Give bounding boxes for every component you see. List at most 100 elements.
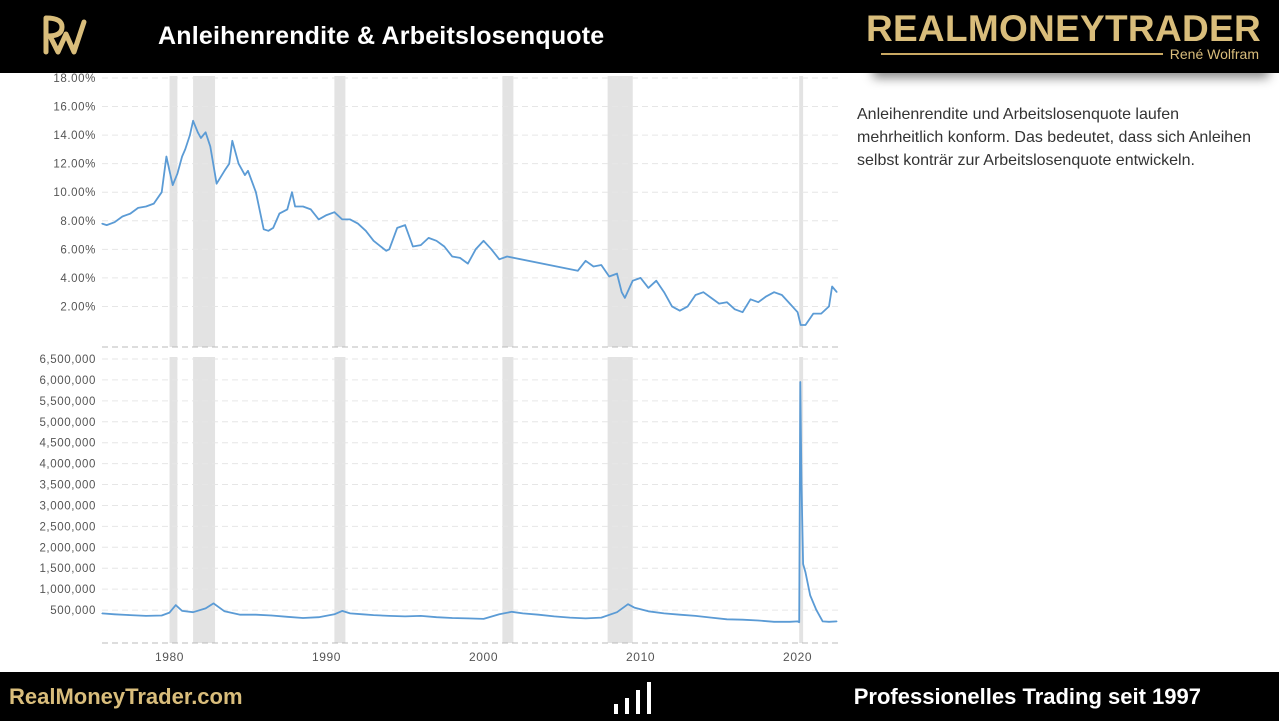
unemployment-x-tick-label: 1980: [155, 650, 184, 664]
yield-data-point: [781, 294, 783, 296]
unemployment-x-tick-label: 2020: [783, 650, 812, 664]
yield-data-point: [216, 183, 218, 185]
footer-website[interactable]: RealMoneyTrader.com: [9, 684, 243, 709]
unemployment-data-point: [192, 611, 194, 613]
yield-data-point: [205, 131, 207, 133]
yield-data-point: [161, 191, 163, 193]
yield-data-point: [475, 248, 477, 250]
yield-data-point: [176, 173, 178, 175]
yield-data-point: [749, 298, 752, 300]
yield-data-point: [600, 264, 602, 266]
yield-data-point: [404, 224, 406, 226]
yield-data-point: [663, 291, 665, 293]
yield-y-tick-label: 14.00%: [53, 130, 96, 142]
brand-logo: REALMONEYTRADER René Wolfram: [866, 6, 1269, 70]
unemployment-y-tick-label: 2,000,000: [39, 542, 96, 554]
unemployment-data-point: [836, 620, 838, 622]
unemployment-data-point: [302, 617, 304, 619]
yield-data-point: [294, 205, 296, 208]
yield-data-point: [624, 297, 626, 299]
footer-bar: RealMoneyTrader.com Professionelles Trad…: [0, 672, 1279, 721]
footer-slogan: Professionelles Trading seit 1997: [853, 684, 1201, 709]
yield-data-point: [632, 280, 634, 282]
yield-data-point: [247, 170, 249, 172]
unemployment-y-tick-label: 1,500,000: [39, 563, 96, 575]
yield-data-point: [820, 312, 822, 315]
unemployment-y-tick-label: 1,000,000: [39, 584, 96, 596]
yield-data-point: [428, 237, 430, 239]
unemployment-recession-band-4: [607, 357, 633, 643]
unemployment-recession-band-0: [169, 357, 178, 643]
unemployment-chart-panel: 500,000 1,000,000 1,500,000 2,000,000 2,500,…: [39, 354, 840, 664]
yield-y-tick-label: 10.00%: [53, 187, 96, 199]
unemployment-data-point: [145, 615, 147, 617]
yield-data-point: [129, 213, 131, 215]
yield-data-point: [435, 240, 438, 242]
unemployment-recession-band-3: [502, 357, 514, 643]
yield-data-point: [272, 227, 274, 229]
unemployment-y-tick-label: 4,000,000: [39, 459, 96, 471]
unemployment-data-point: [726, 618, 728, 620]
unemployment-data-point: [341, 610, 343, 612]
yield-data-point: [357, 223, 359, 225]
yield-data-point: [804, 324, 807, 326]
yield-data-point: [498, 258, 500, 260]
yield-data-point: [197, 131, 199, 133]
unemployment-data-point: [205, 607, 207, 610]
unemployment-data-point: [742, 619, 744, 621]
yield-data-point: [797, 311, 799, 313]
yield-data-point: [687, 305, 689, 308]
yield-data-point: [200, 137, 202, 139]
yield-data-point: [585, 260, 587, 262]
unemployment-data-point: [569, 617, 571, 619]
unemployment-data-point: [255, 614, 257, 616]
unemployment-y-tick-label: 3,000,000: [39, 500, 96, 512]
yield-data-point: [420, 244, 422, 246]
yield-data-point: [608, 275, 610, 278]
brand-name: REALMONEYTRADER: [865, 8, 1261, 49]
yield-data-point: [121, 215, 124, 218]
yield-data-point: [341, 218, 343, 220]
yield-data-point: [192, 120, 194, 122]
yield-data-point: [333, 211, 335, 213]
yield-data-point: [385, 250, 387, 252]
yield-data-point: [302, 205, 304, 208]
yield-data-point: [679, 310, 681, 312]
unemployment-series-line: [101, 381, 837, 624]
yield-data-point: [286, 208, 288, 210]
yield-recession-band-0: [169, 76, 178, 347]
yield-data-point: [639, 277, 642, 279]
unemployment-data-point: [822, 620, 824, 622]
yield-data-point: [443, 245, 445, 248]
yield-data-point: [467, 263, 469, 265]
yield-data-point: [718, 302, 720, 305]
yield-recession-band-4: [607, 76, 633, 347]
unemployment-data-point: [333, 613, 335, 615]
unemployment-data-point: [161, 614, 163, 617]
unemployment-data-point: [600, 617, 602, 619]
yield-data-point: [223, 170, 226, 172]
yield-data-point: [310, 208, 312, 210]
unemployment-y-tick-label: 2,500,000: [39, 521, 96, 533]
unemployment-data-point: [498, 613, 500, 615]
unemployment-data-point: [482, 618, 485, 620]
yield-data-point: [451, 255, 453, 258]
yield-data-point: [168, 170, 171, 172]
yield-data-point: [482, 240, 485, 242]
unemployment-data-point: [212, 602, 215, 604]
yield-data-point: [365, 230, 367, 232]
unemployment-data-point: [373, 614, 375, 616]
unemployment-data-point: [451, 617, 453, 619]
yield-data-point: [647, 287, 650, 289]
yield-data-point: [113, 221, 116, 223]
unemployment-data-point: [804, 571, 807, 574]
yield-data-point: [153, 203, 155, 205]
unemployment-data-point: [113, 613, 116, 615]
yield-y-tick-label: 18.00%: [53, 73, 96, 85]
unemployment-data-point: [175, 604, 177, 606]
unemployment-data-point: [633, 606, 635, 609]
unemployment-data-point: [797, 620, 799, 622]
yield-data-point: [490, 248, 493, 250]
unemployment-data-point: [101, 612, 103, 615]
unemployment-recession-band-1: [193, 357, 216, 643]
